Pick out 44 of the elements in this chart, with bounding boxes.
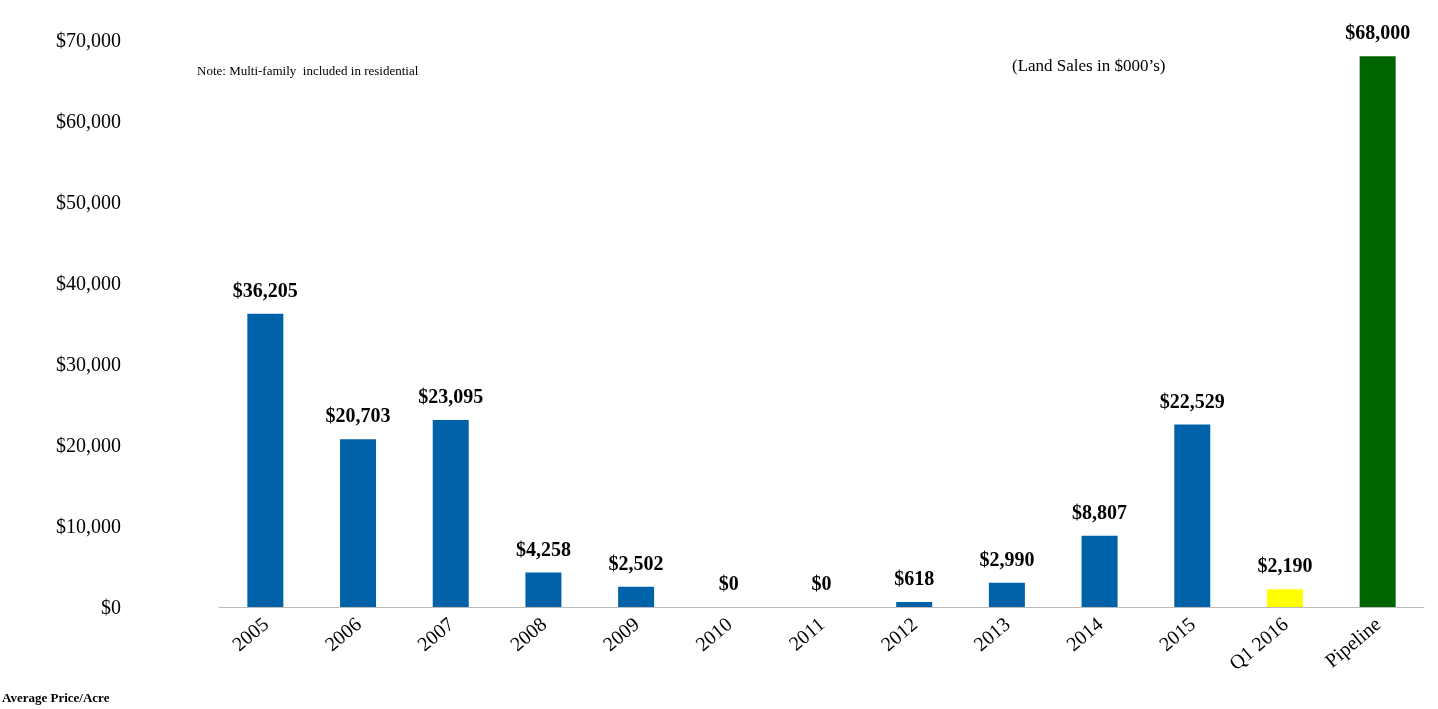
- bar: [896, 601, 933, 607]
- bar: [432, 419, 469, 607]
- y-tick-label: $50,000: [56, 191, 121, 213]
- annotation: Note: Multi-family included in residential: [197, 63, 419, 78]
- x-tick-label: 2009: [598, 612, 644, 656]
- data-label: $2,190: [1257, 554, 1313, 577]
- x-tick-label: 2008: [505, 612, 551, 656]
- bar: [988, 582, 1025, 607]
- x-tick-label: 2013: [969, 612, 1014, 656]
- x-tick-label: 2010: [691, 612, 736, 656]
- data-label: $2,990: [979, 547, 1035, 570]
- bar: [525, 572, 562, 607]
- bar: [1174, 424, 1211, 607]
- text: Average Price/Acre: [2, 690, 110, 705]
- data-label: $0: [811, 572, 832, 594]
- data-label: $0: [718, 572, 739, 594]
- bar: [618, 586, 655, 607]
- data-label: $23,095: [418, 384, 484, 407]
- y-tick-label: $20,000: [56, 434, 121, 456]
- data-label: $36,205: [232, 278, 298, 301]
- y-tick-label: $0: [101, 596, 121, 618]
- data-label: $4,258: [515, 537, 571, 560]
- y-tick-label: $30,000: [56, 353, 121, 375]
- x-tick-label: 2014: [1061, 612, 1107, 656]
- x-tick-label: 2011: [784, 612, 829, 655]
- bar: [1266, 589, 1303, 607]
- bar: [1081, 535, 1118, 607]
- bar: [247, 313, 284, 607]
- bar: [1359, 56, 1396, 607]
- data-label: $20,703: [325, 404, 391, 427]
- x-tick-label: 2012: [876, 612, 922, 656]
- y-tick-label: $70,000: [56, 29, 121, 51]
- data-label: $2,502: [608, 551, 664, 574]
- data-label: $22,529: [1159, 389, 1225, 412]
- annotation: (Land Sales in $000’s): [1012, 56, 1166, 75]
- data-label: $618: [894, 566, 935, 589]
- y-tick-label: $40,000: [56, 272, 121, 294]
- bar: [340, 439, 377, 607]
- x-tick-label: 2015: [1154, 612, 1200, 656]
- y-tick-label: $60,000: [56, 110, 121, 132]
- data-label: $8,807: [1072, 500, 1128, 523]
- data-label: $68,000: [1345, 21, 1411, 44]
- x-tick-label: 2005: [227, 612, 273, 656]
- y-tick-label: $10,000: [56, 515, 121, 537]
